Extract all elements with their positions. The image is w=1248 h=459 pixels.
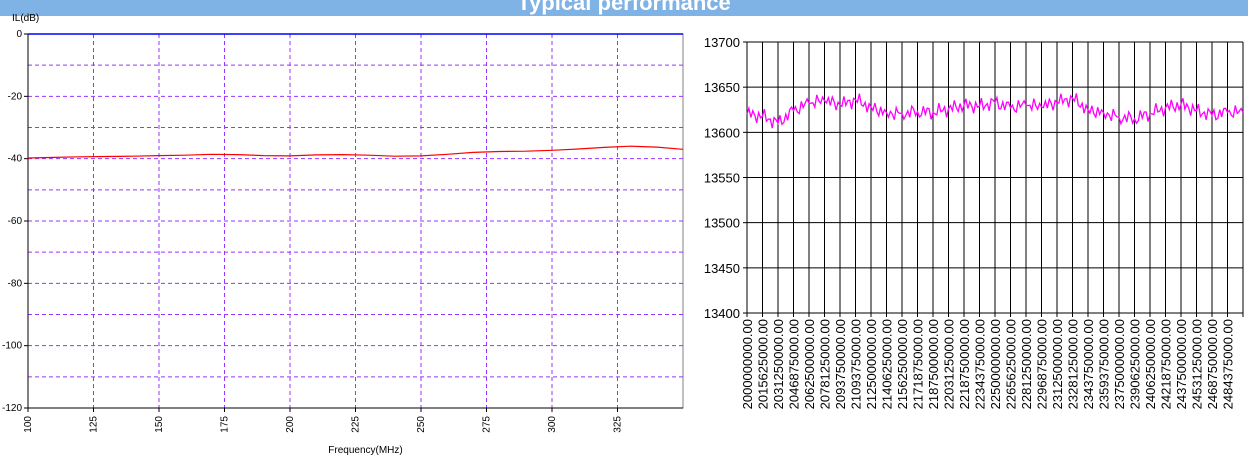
x-tick-label: 2484375000.00 xyxy=(1221,319,1236,409)
y-tick-label: 13500 xyxy=(704,216,740,231)
x-tick-label: 2046875000.00 xyxy=(787,319,802,409)
x-axis-title: Frequency(MHz) xyxy=(328,445,402,456)
x-tick-label: 2359375000.00 xyxy=(1097,319,1112,409)
x-tick-label: 2156250000.00 xyxy=(895,319,910,409)
x-tick-label: 225 xyxy=(351,416,362,433)
x-tick-label: 2031250000.00 xyxy=(771,319,786,409)
x-tick-label: 2187500000.00 xyxy=(926,319,941,409)
x-tick-label: 250 xyxy=(416,416,427,433)
x-tick-label: 2125000000.00 xyxy=(864,319,879,409)
x-tick-label: 2390625000.00 xyxy=(1128,319,1143,409)
y-tick-label: 0 xyxy=(16,29,22,40)
x-tick-label: 2234375000.00 xyxy=(973,319,988,409)
x-tick-label: 2453125000.00 xyxy=(1190,319,1205,409)
header-banner: Typical performance xyxy=(0,0,1248,16)
y-tick-label: -120 xyxy=(2,403,22,414)
x-tick-label: 2000000000.00 xyxy=(740,319,755,409)
y-tick-label: -80 xyxy=(8,278,23,289)
y-tick-label: 13400 xyxy=(704,306,740,321)
x-tick-label: 2265625000.00 xyxy=(1004,319,1019,409)
x-tick-label: 2281250000.00 xyxy=(1019,319,1034,409)
chart-frequency-series: 13700 13650 13600 13550 13500 13450 1340020000… xyxy=(704,35,1244,409)
x-tick-label: 2078125000.00 xyxy=(818,319,833,409)
x-tick-label: 2218750000.00 xyxy=(957,319,972,409)
x-tick-label: 2343750000.00 xyxy=(1081,319,1096,409)
x-tick-label: 2406250000.00 xyxy=(1143,319,1158,409)
y-tick-label: 13550 xyxy=(704,171,740,186)
y-tick-label: -60 xyxy=(8,216,23,227)
x-tick-label: 2203125000.00 xyxy=(942,319,957,409)
y-tick-label: -20 xyxy=(8,91,23,102)
x-tick-label: 325 xyxy=(613,416,624,433)
x-tick-label: 2421875000.00 xyxy=(1159,319,1174,409)
x-tick-label: 125 xyxy=(89,416,100,433)
x-tick-label: 300 xyxy=(547,416,558,433)
page-title: Typical performance xyxy=(517,0,731,15)
x-tick-label: 2140625000.00 xyxy=(880,319,895,409)
x-tick-label: 2015625000.00 xyxy=(756,319,771,409)
x-tick-label: 2093750000.00 xyxy=(833,319,848,409)
x-tick-label: 175 xyxy=(220,416,231,433)
x-tick-label: 2328125000.00 xyxy=(1066,319,1081,409)
x-tick-label: 200 xyxy=(285,416,296,433)
x-tick-label: 2296875000.00 xyxy=(1035,319,1050,409)
x-tick-label: 2437500000.00 xyxy=(1174,319,1189,409)
y-tick-label: -40 xyxy=(8,154,23,165)
x-tick-label: 2375000000.00 xyxy=(1112,319,1127,409)
x-tick-label: 2062500000.00 xyxy=(802,319,817,409)
x-tick-label: 2250000000.00 xyxy=(988,319,1003,409)
x-tick-label: 275 xyxy=(482,416,493,433)
x-tick-label: 150 xyxy=(154,416,165,433)
y-axis-title: IL(dB) xyxy=(12,13,39,24)
y-tick-label: 13700 xyxy=(704,35,740,50)
y-tick-label: 13650 xyxy=(704,80,740,95)
series-line-frequency xyxy=(746,93,1244,129)
y-tick-label: 13600 xyxy=(704,125,740,140)
x-tick-label: 2171875000.00 xyxy=(911,319,926,409)
x-tick-label: 2109375000.00 xyxy=(849,319,864,409)
x-tick-label: 2312500000.00 xyxy=(1050,319,1065,409)
y-tick-label: -100 xyxy=(2,341,22,352)
y-tick-label: 13450 xyxy=(704,261,740,276)
x-tick-label: 100 xyxy=(23,416,34,433)
x-tick-label: 2468750000.00 xyxy=(1205,319,1220,409)
series-line-insertion-loss xyxy=(27,145,684,159)
